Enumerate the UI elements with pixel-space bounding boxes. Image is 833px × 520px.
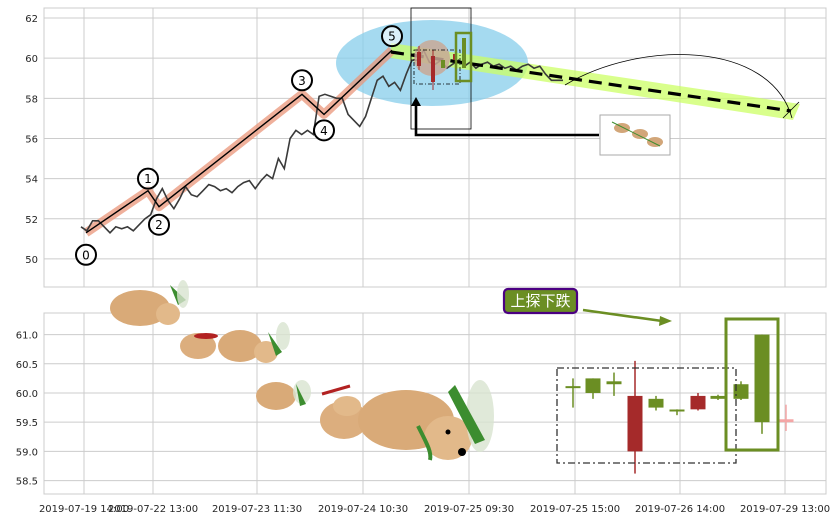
y-tick-label: 52 — [25, 215, 38, 226]
candle-group-box — [556, 367, 737, 464]
wave-point-label: 1 — [144, 172, 152, 186]
price-line — [80, 48, 563, 234]
thumbnail-arrow-head — [411, 97, 421, 106]
mini-candles-thumbnail — [413, 31, 473, 90]
candle-body — [690, 395, 706, 410]
wave-labels: 0 1 2 3 4 5 — [75, 25, 403, 266]
candle-body — [754, 334, 770, 423]
x-tick-label: 2019-07-22 13:00 — [108, 504, 198, 515]
annotation-label: 上探下跌 — [510, 292, 570, 310]
price-panel-y-ticks: 50 52 54 56 58 60 62 — [25, 14, 38, 266]
candle-body — [669, 409, 685, 412]
projection-arc — [564, 54, 793, 119]
x-tick-label: 2019-07-19 14:00 — [39, 504, 129, 515]
y-tick-label: 62 — [25, 14, 38, 25]
x-tick-label: 2019-07-29 13:00 — [740, 504, 830, 515]
candle-panel-y-ticks: 58.5 59.0 59.5 60.0 60.5 61.0 — [16, 331, 38, 488]
y-tick-label: 56 — [25, 134, 38, 145]
candle-body — [733, 384, 749, 399]
y-tick-label: 61.0 — [16, 331, 38, 342]
y-tick-label: 59.0 — [16, 447, 38, 458]
wave-point-label: 5 — [388, 30, 396, 44]
y-tick-label: 60.5 — [16, 360, 38, 371]
y-tick-label: 58 — [25, 94, 38, 105]
candle-body — [585, 378, 601, 393]
y-tick-label: 60.0 — [16, 389, 38, 400]
y-tick-label: 58.5 — [16, 477, 38, 488]
dog-illustration — [110, 280, 494, 461]
x-tick-label: 2019-07-25 15:00 — [530, 504, 620, 515]
dog-thumbnail-sketch — [611, 121, 663, 147]
wave-point-label: 3 — [298, 74, 306, 88]
y-tick-label: 60 — [25, 54, 38, 65]
candle-body — [627, 395, 643, 452]
wave-point-marker — [291, 69, 313, 92]
projection-dashed-line — [390, 50, 792, 113]
annotation-callout: 上探下跌 — [502, 287, 672, 326]
y-tick-label: 59.5 — [16, 418, 38, 429]
candle-highlight-box — [724, 317, 780, 452]
y-tick-label: 50 — [25, 255, 38, 266]
x-tick-label: 2019-07-23 11:30 — [212, 504, 302, 515]
candlesticks — [565, 334, 794, 474]
candle-panel-vgrid — [83, 313, 786, 494]
wave-point-marker — [75, 243, 97, 266]
wave-point-marker — [137, 167, 159, 190]
wave-point-marker — [313, 119, 335, 142]
candle-body — [778, 419, 794, 423]
elliott-wave-line — [85, 49, 393, 234]
y-tick-label: 54 — [25, 175, 38, 186]
thumbnail-arrow — [414, 104, 599, 137]
wave-point-label: 0 — [82, 248, 90, 262]
candle-body — [648, 398, 664, 408]
candle-body — [710, 395, 726, 399]
wave-point-marker — [381, 25, 403, 48]
candle-body — [606, 381, 622, 385]
x-tick-label: 2019-07-25 09:30 — [424, 504, 514, 515]
price-panel-hgrid — [44, 17, 826, 260]
wave-point-label: 4 — [320, 124, 328, 138]
candle-body — [565, 386, 581, 389]
wave-point-marker — [148, 213, 170, 236]
wave-point-label: 2 — [155, 218, 163, 232]
x-tick-label: 2019-07-26 14:00 — [635, 504, 725, 515]
x-tick-label: 2019-07-24 10:30 — [318, 504, 408, 515]
